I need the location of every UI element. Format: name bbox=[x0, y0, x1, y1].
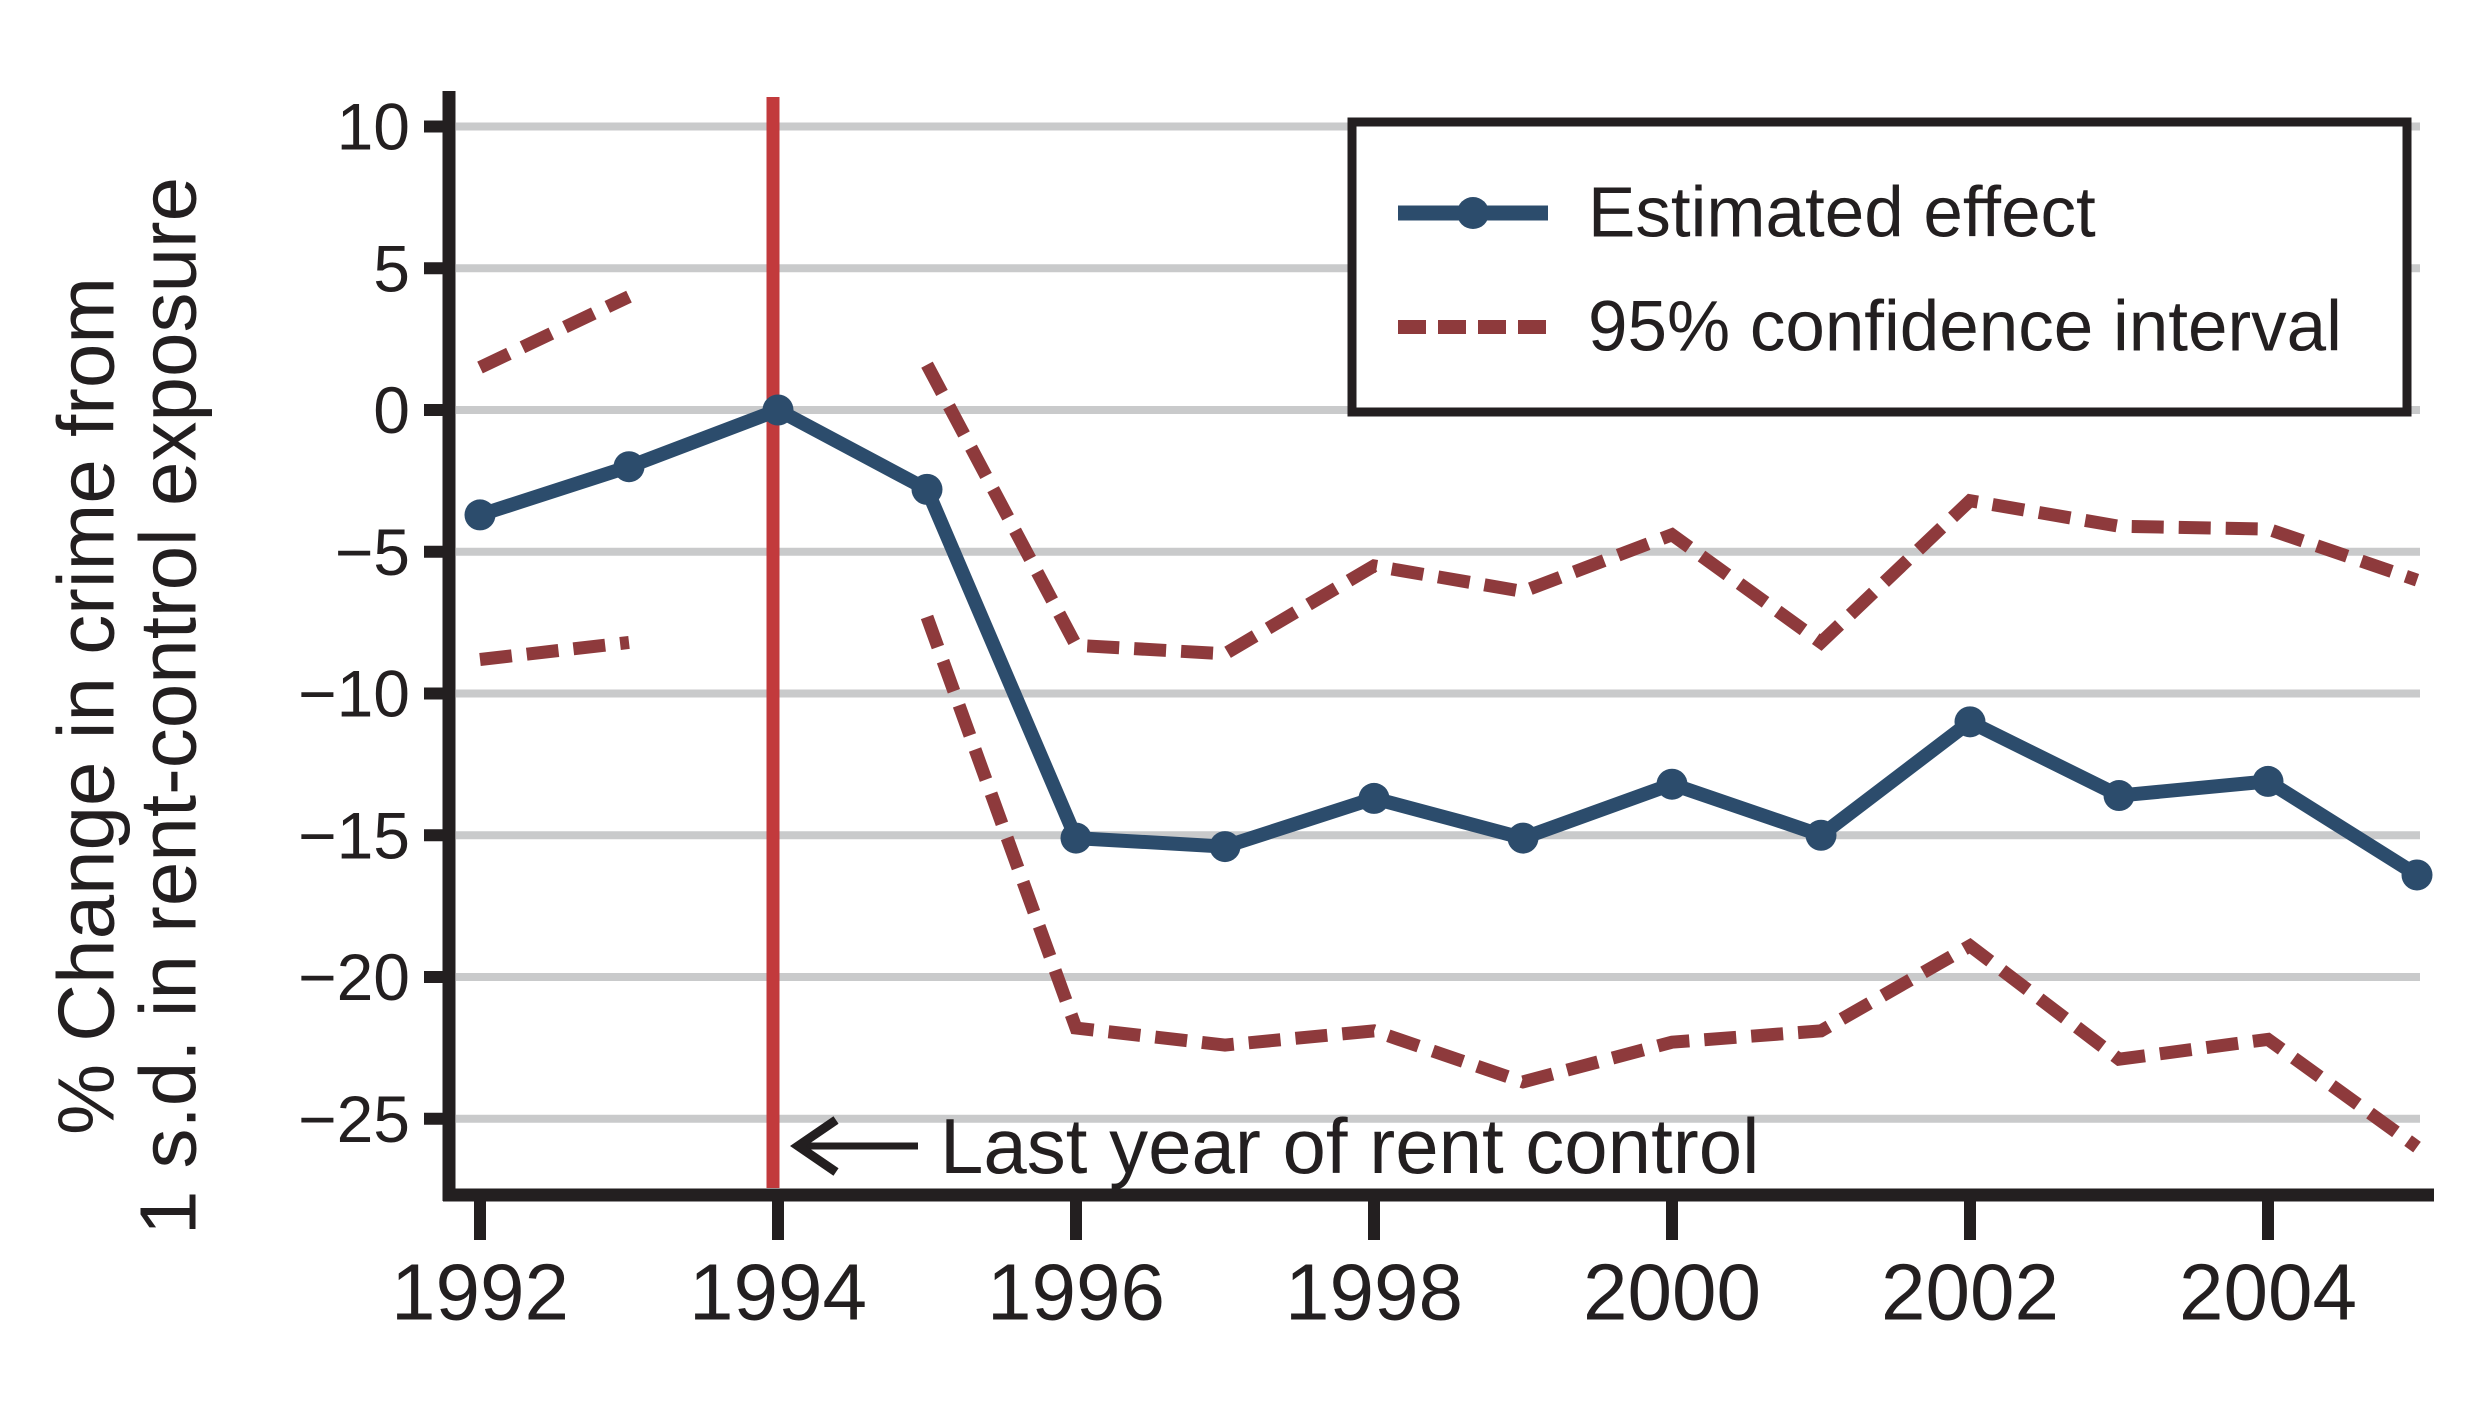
y-tick-label: −20 bbox=[298, 940, 410, 1014]
y-tick-label: −15 bbox=[298, 798, 410, 872]
x-tick-label: 1992 bbox=[391, 1248, 569, 1337]
y-tick-label: 0 bbox=[373, 373, 410, 447]
x-tick-label: 1998 bbox=[1285, 1248, 1463, 1337]
y-axis-title-line2: 1 s.d. in rent-control exposure bbox=[124, 177, 213, 1235]
legend-label-confidence-interval: 95% confidence interval bbox=[1588, 288, 2342, 367]
legend-estimate-marker-icon bbox=[1457, 197, 1489, 229]
ci-lower-line bbox=[479, 614, 2421, 1153]
estimate-point bbox=[1209, 831, 1241, 863]
x-tick-label: 2000 bbox=[1583, 1248, 1761, 1337]
estimate-point bbox=[1954, 706, 1986, 738]
y-tick-label: 5 bbox=[373, 231, 410, 305]
estimate-point bbox=[1656, 768, 1688, 800]
estimate-point bbox=[2401, 859, 2433, 891]
x-tick-label: 2004 bbox=[2179, 1248, 2357, 1337]
estimate-point bbox=[2103, 780, 2135, 812]
estimate-point bbox=[464, 499, 496, 531]
annotation-label: Last year of rent control bbox=[940, 1102, 1759, 1190]
x-tick-label: 2002 bbox=[1881, 1248, 2059, 1337]
estimate-point bbox=[1060, 822, 1092, 854]
y-tick-label: −10 bbox=[298, 657, 410, 731]
estimate-point bbox=[1358, 782, 1390, 814]
y-tick-label: −25 bbox=[298, 1082, 410, 1156]
estimate-point bbox=[762, 394, 794, 426]
legend-label-estimated-effect: Estimated effect bbox=[1588, 174, 2096, 253]
x-tick-label: 1996 bbox=[987, 1248, 1165, 1337]
y-tick-label: 10 bbox=[337, 90, 410, 164]
estimate-point bbox=[2252, 765, 2284, 797]
estimate-point bbox=[613, 451, 645, 483]
ci-upper-line bbox=[477, 290, 2420, 661]
estimate-point bbox=[1507, 822, 1539, 854]
estimate-line bbox=[477, 403, 2421, 881]
y-tick-label: −5 bbox=[335, 515, 410, 589]
estimate-point bbox=[911, 473, 943, 505]
left-arrow-icon bbox=[790, 1116, 839, 1176]
x-tick-label: 1994 bbox=[689, 1248, 867, 1337]
y-axis-title-line1: % Change in crime from bbox=[42, 277, 131, 1135]
legend-box bbox=[1347, 117, 2412, 417]
estimate-point bbox=[1805, 819, 1837, 851]
